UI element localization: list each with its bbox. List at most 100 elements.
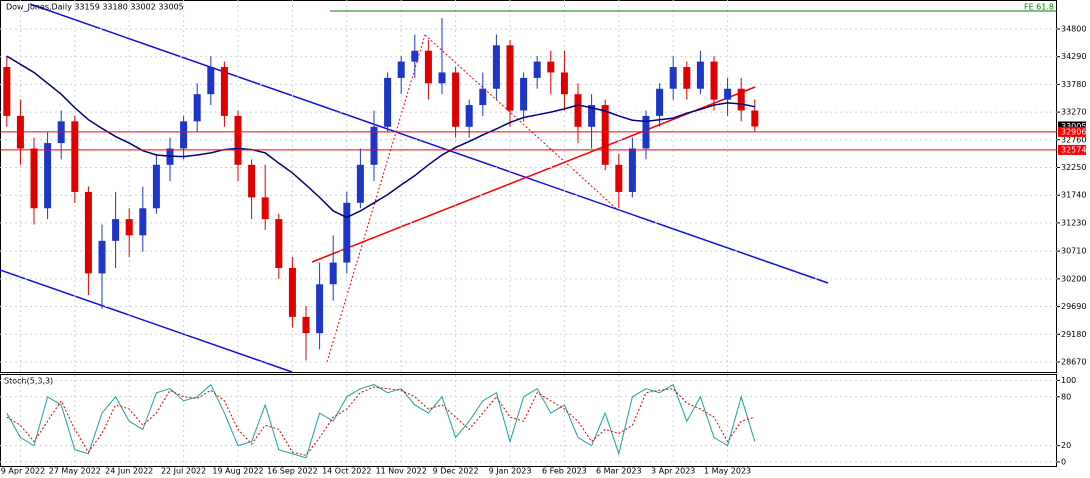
- candle-body: [601, 105, 609, 165]
- x-tick-label: 22 Jul 2022: [161, 467, 206, 476]
- candle-body: [710, 61, 718, 100]
- x-tick-label: 1 May 2023: [704, 467, 751, 476]
- candle-body: [288, 267, 296, 317]
- price-label-box: [1058, 121, 1086, 132]
- candle-body: [751, 110, 759, 127]
- y-tick-label: 100: [1061, 376, 1076, 385]
- candle-body: [98, 240, 106, 274]
- stoch-line: [6, 386, 755, 456]
- candle-body: [533, 61, 541, 78]
- candle-body: [397, 61, 405, 78]
- candle-body: [44, 143, 52, 209]
- y-tick-label: 20: [1061, 441, 1071, 450]
- candle-body: [696, 61, 704, 89]
- x-tick-label: 9 Dec 2022: [433, 467, 479, 476]
- channel-upper: [29, 3, 829, 284]
- candle-body: [329, 262, 337, 285]
- indicator-frame: [0, 374, 1057, 467]
- y-tick-label: 80: [1061, 392, 1071, 401]
- candle-body: [506, 45, 514, 111]
- candle-body: [316, 284, 324, 334]
- y-tick-label: 32760: [1061, 135, 1086, 144]
- trendline: [311, 86, 756, 263]
- moving-average: [6, 55, 755, 219]
- candle-body: [234, 115, 242, 165]
- candle-body: [248, 164, 256, 198]
- x-tick-label: 24 Jun 2022: [105, 467, 153, 476]
- candle-body: [628, 148, 636, 192]
- candle-body: [547, 61, 555, 73]
- main-frame: [0, 0, 1057, 373]
- candle-body: [125, 219, 133, 236]
- candle-body: [683, 67, 691, 89]
- indicator-title: Stoch(5,3,3): [4, 377, 53, 386]
- candle-body: [452, 72, 460, 127]
- drawings: [0, 3, 829, 373]
- candle-body: [384, 77, 392, 127]
- candle-body: [302, 316, 310, 334]
- candle-body: [724, 88, 732, 100]
- x-tick-label: 27 May 2022: [49, 467, 101, 476]
- x-tick-label: 19 Aug 2022: [212, 467, 263, 476]
- candle-body: [261, 197, 269, 220]
- chart-title: Dow_Jones,Daily 33159 33180 33002 33005: [6, 3, 184, 12]
- candle-body: [207, 67, 215, 95]
- x-tick-label: 6 Feb 2023: [542, 467, 587, 476]
- candle-body: [84, 191, 92, 274]
- candle-body: [356, 164, 364, 203]
- candle-body: [180, 121, 188, 149]
- price-label: 32574: [1061, 145, 1086, 154]
- candle-body: [438, 72, 446, 84]
- channel-lower: [0, 269, 293, 373]
- candle-body: [152, 164, 160, 209]
- candle-body: [737, 88, 745, 111]
- candle-body: [275, 219, 283, 268]
- candle-body: [465, 105, 473, 127]
- x-tick-label: 6 Mar 2023: [596, 467, 642, 476]
- candle-body: [3, 67, 11, 116]
- candle-body: [193, 94, 201, 122]
- y-tick-label: 32250: [1061, 163, 1086, 172]
- candle-body: [588, 105, 596, 127]
- x-tick-label: 16 Sep 2022: [267, 467, 318, 476]
- y-tick-label: 0: [1061, 457, 1066, 466]
- price-label: 32906: [1061, 127, 1086, 136]
- fibo-leg: [326, 34, 426, 363]
- candle-body: [112, 219, 120, 241]
- candle-body: [370, 126, 378, 165]
- fe-label: FE 61.8: [1024, 2, 1054, 11]
- y-tick-label: 31230: [1061, 218, 1086, 227]
- y-tick-label: 30710: [1061, 247, 1086, 256]
- candle-body: [343, 202, 351, 263]
- y-tick-label: 33780: [1061, 80, 1086, 89]
- candle-body: [424, 50, 432, 84]
- x-tick-label: 29 Apr 2022: [0, 467, 45, 476]
- price-label-box: [1058, 126, 1086, 137]
- candle-body: [139, 208, 147, 236]
- candle-body: [574, 94, 582, 127]
- x-tick-label: 14 Oct 2022: [322, 467, 371, 476]
- price-label-box: [1058, 144, 1086, 155]
- x-tick-label: 3 Apr 2023: [651, 467, 695, 476]
- y-tick-label: 29180: [1061, 330, 1086, 339]
- price-label: 33005: [1061, 122, 1086, 131]
- x-tick-label: 9 Jan 2023: [489, 467, 532, 476]
- candle-body: [220, 67, 228, 116]
- candle-body: [520, 77, 528, 111]
- candle-body: [560, 72, 568, 95]
- y-tick-label: 34800: [1061, 25, 1086, 34]
- stoch-line: [6, 383, 756, 459]
- y-tick-label: 34290: [1061, 52, 1086, 61]
- candle-body: [479, 88, 487, 106]
- candle-body: [71, 121, 79, 192]
- candle-body: [411, 50, 419, 62]
- candle-body: [656, 88, 664, 116]
- candle-body: [30, 148, 38, 209]
- y-tick-label: 31740: [1061, 191, 1086, 200]
- y-tick-label: 28670: [1061, 357, 1086, 366]
- x-tick-label: 11 Nov 2022: [376, 467, 427, 476]
- candle-body: [615, 164, 623, 192]
- candle-body: [492, 45, 500, 89]
- candle-body: [669, 67, 677, 89]
